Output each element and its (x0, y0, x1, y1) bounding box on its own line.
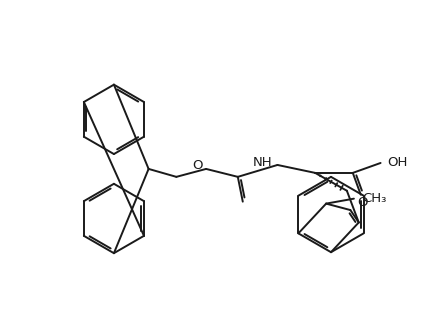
Text: OH: OH (388, 156, 408, 170)
Text: O: O (193, 159, 203, 172)
Text: NH: NH (253, 156, 273, 170)
Text: O: O (358, 196, 368, 209)
Text: CH₃: CH₃ (362, 192, 386, 205)
